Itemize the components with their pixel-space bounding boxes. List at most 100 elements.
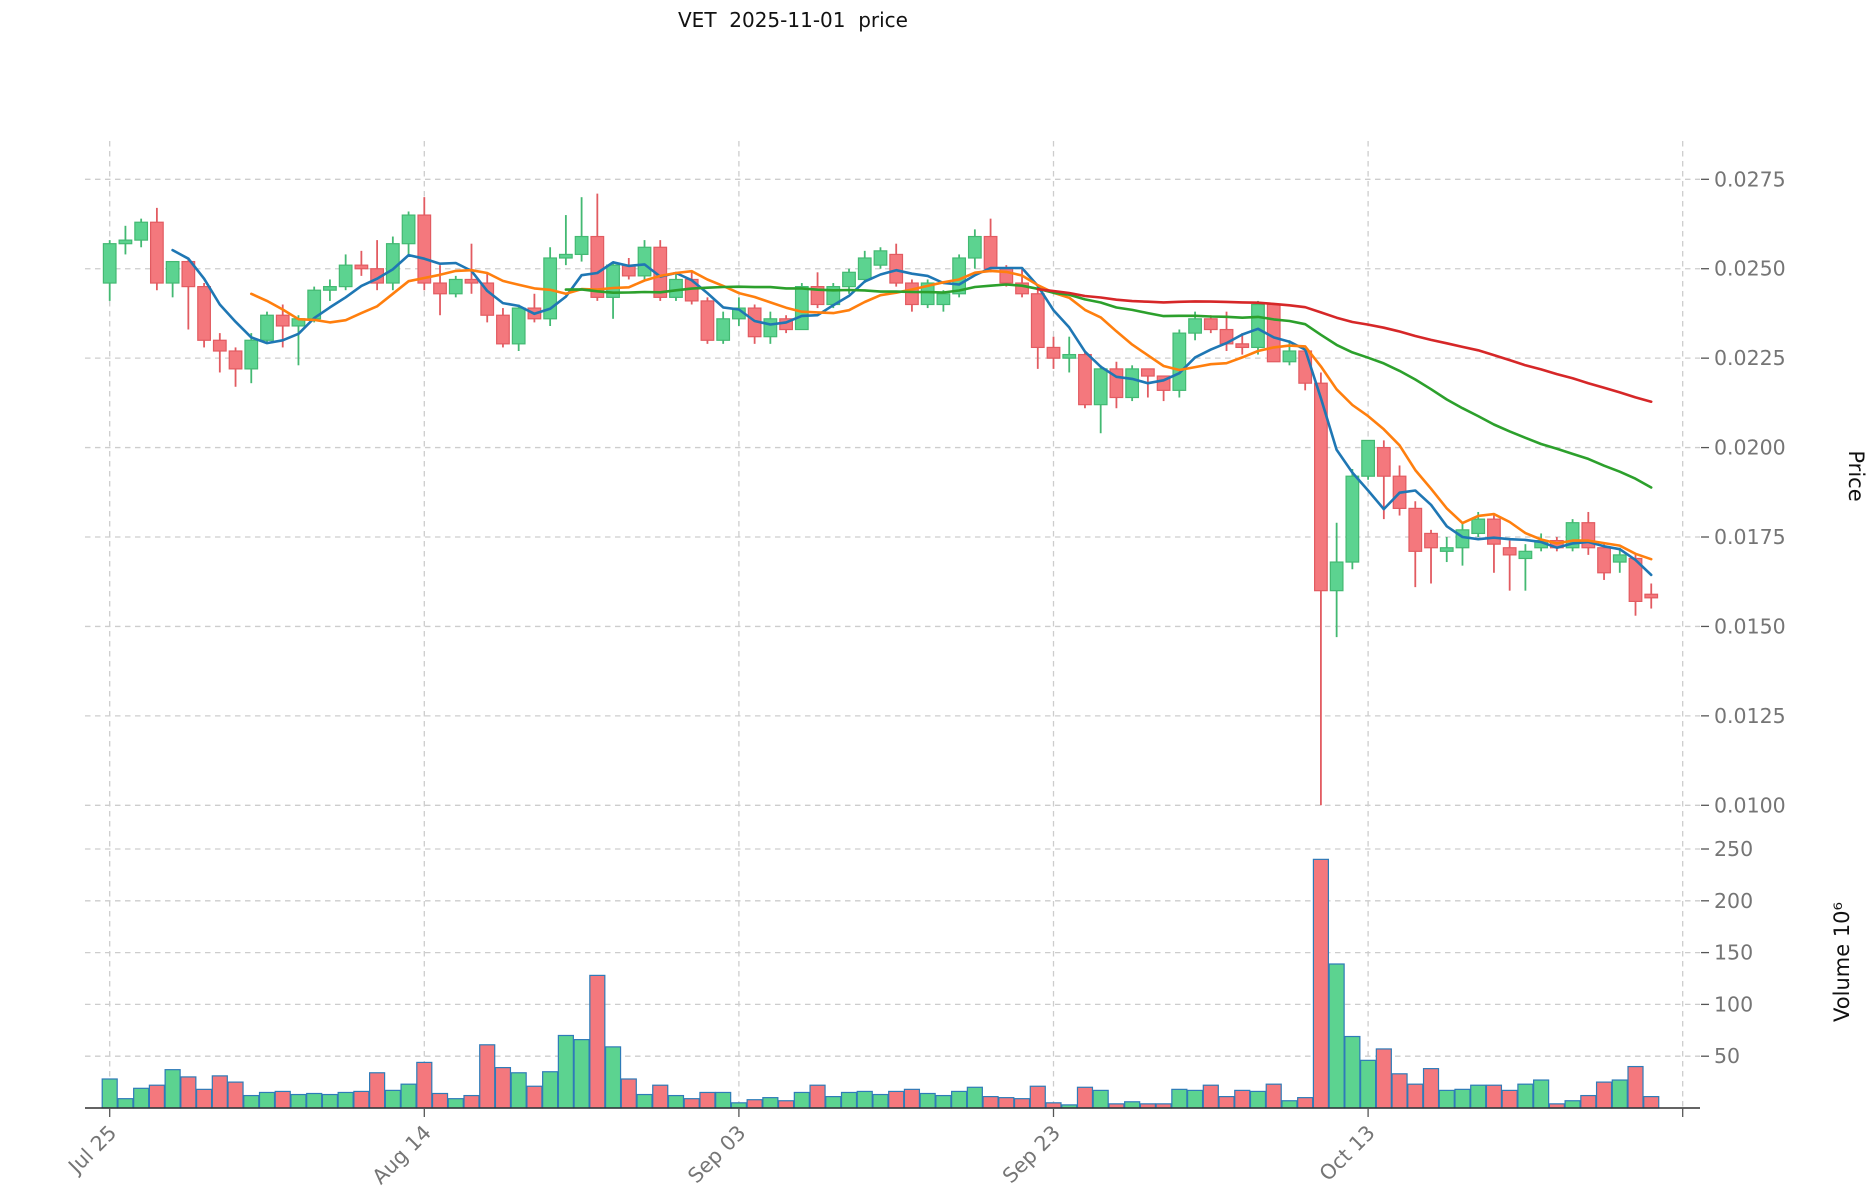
candle-body [1376, 446, 1391, 477]
x-tick-label-text: Jul 25 [62, 1121, 121, 1180]
candle [1565, 519, 1580, 552]
volume-bar [636, 1093, 653, 1109]
volume-bar [117, 1098, 134, 1109]
price-tick-label: 0.0125 [1714, 704, 1786, 728]
candle-body [149, 221, 164, 284]
candle [165, 260, 180, 298]
volume-bar [1092, 1089, 1109, 1109]
volume-bar [321, 1093, 339, 1109]
candle [1518, 544, 1533, 591]
candle [1266, 303, 1281, 363]
volume-bar [982, 1096, 999, 1109]
volume-bar [1186, 1089, 1204, 1109]
candle [1046, 336, 1061, 369]
x-tick-label-text: Sep 03 [683, 1121, 750, 1188]
candle-body [1235, 343, 1250, 349]
candle-body [1518, 550, 1533, 560]
candle [1392, 465, 1407, 516]
candle-body [338, 264, 353, 288]
candle-body [118, 239, 133, 245]
volume-bar [1265, 1083, 1282, 1109]
candle-body [1140, 368, 1155, 377]
candle [102, 240, 117, 301]
candle [1093, 365, 1108, 434]
gridlines [85, 141, 1700, 1108]
volume-bar [416, 1061, 433, 1109]
volume-bar [1580, 1094, 1597, 1109]
volume-bar [542, 1071, 559, 1109]
candle [857, 250, 872, 284]
volume-bar [683, 1098, 700, 1109]
price-tick-label: 0.0250 [1714, 257, 1786, 281]
candle [212, 333, 227, 373]
volume-bar [1218, 1096, 1235, 1109]
candle-body [1251, 303, 1265, 349]
volume-bar [148, 1084, 165, 1109]
volume-bar [730, 1102, 748, 1109]
volume-bar [258, 1091, 276, 1109]
volume-bar [1470, 1084, 1487, 1109]
candle-body [590, 235, 605, 298]
candle-body [496, 314, 510, 345]
volume-bar [1281, 1100, 1298, 1109]
candles [102, 193, 1659, 806]
candle-body [716, 318, 731, 341]
candle [920, 279, 935, 309]
candle [873, 247, 888, 269]
candle [637, 240, 652, 280]
candle-body [1203, 318, 1218, 331]
candle-body [1266, 303, 1281, 363]
candle [1376, 440, 1391, 520]
volume-bar [510, 1072, 527, 1109]
candle-body [275, 314, 290, 327]
candle-body [1597, 547, 1611, 574]
volume-bar [715, 1091, 732, 1109]
volume-bar [1485, 1084, 1503, 1109]
x-tick-label: Sep 03 [683, 1121, 750, 1188]
volume-bar [1391, 1073, 1408, 1109]
plot-area: 0.0275 0.0250 0.0225 0.0200 0.0175 0.0150 0.01… [62, 141, 1786, 1189]
volume-bar [526, 1085, 543, 1109]
candle-body [574, 235, 589, 256]
candle-body [669, 278, 683, 298]
candle-body [1062, 353, 1077, 359]
volume-bar [494, 1066, 512, 1109]
volume-bar [1029, 1085, 1046, 1109]
price-tick-label: 0.0100 [1714, 793, 1786, 817]
candle-body [448, 278, 463, 295]
candle [181, 257, 196, 330]
candle-body [873, 250, 888, 266]
candle [464, 243, 479, 294]
volume-bar [856, 1090, 873, 1109]
candle [794, 283, 809, 331]
candle-body [1345, 475, 1360, 563]
ma-10-line [250, 268, 1653, 561]
candle-body [1424, 532, 1438, 549]
volume-bar [369, 1072, 386, 1109]
candle [1251, 300, 1265, 355]
price-tick-label: 0.0200 [1714, 436, 1786, 460]
volume-bar [400, 1083, 417, 1109]
candle-body [1644, 593, 1659, 599]
volume-bar [243, 1094, 260, 1109]
candle [323, 279, 337, 301]
volume-bar [1564, 1100, 1581, 1109]
candle [149, 207, 164, 291]
candle-body [842, 271, 856, 288]
candle [1408, 501, 1423, 588]
candle-body [1408, 507, 1423, 552]
candle-body [464, 278, 479, 284]
candle-body [1030, 293, 1045, 349]
volume-bar [337, 1091, 354, 1109]
volume-bar [935, 1094, 952, 1109]
candle-body [433, 282, 447, 295]
volume-bar [903, 1088, 921, 1109]
volume-bar [1312, 858, 1330, 1109]
candle-body [1172, 332, 1187, 391]
candle-body [637, 246, 652, 277]
volume-bar [1517, 1083, 1534, 1109]
candle [291, 315, 306, 366]
volume-bar [1328, 963, 1345, 1109]
volume-bar [353, 1090, 370, 1109]
candle [1361, 439, 1376, 480]
